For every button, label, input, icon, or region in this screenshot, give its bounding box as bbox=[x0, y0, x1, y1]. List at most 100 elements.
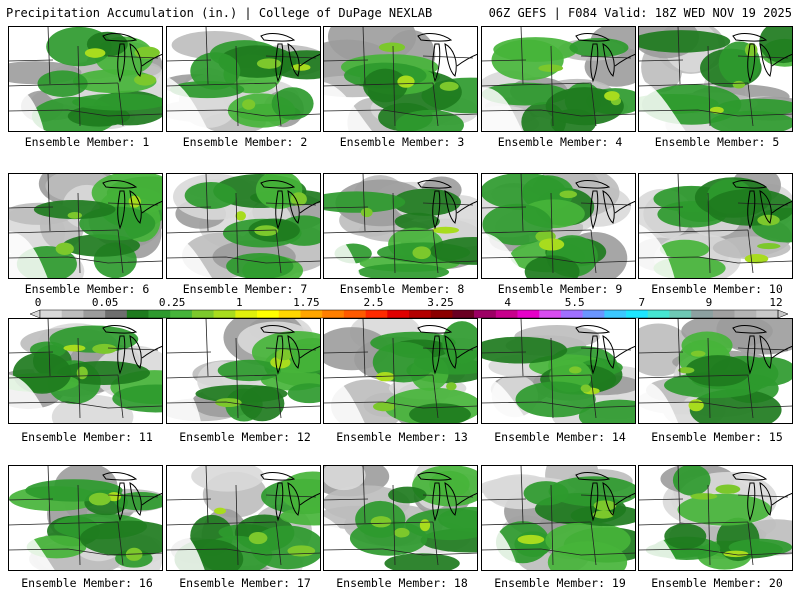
ensemble-member-panel: Ensemble Member: 16 bbox=[8, 465, 163, 592]
colorbar-segment bbox=[452, 310, 475, 318]
ensemble-member-panel: Ensemble Member: 4 bbox=[481, 26, 636, 151]
precip-map bbox=[8, 318, 163, 424]
colorbar-segment bbox=[712, 310, 735, 318]
ensemble-member-panel: Ensemble Member: 17 bbox=[166, 465, 321, 592]
member-caption: Ensemble Member: 11 bbox=[21, 430, 153, 444]
colorbar-segment bbox=[539, 310, 562, 318]
colorbar-tick-label: 2.5 bbox=[363, 296, 384, 309]
colorbar-tick-label: 7 bbox=[638, 296, 646, 309]
member-caption: Ensemble Member: 7 bbox=[182, 282, 308, 296]
ensemble-member-panel: Ensemble Member: 11 bbox=[8, 318, 163, 446]
colorbar-tick-label: 3.25 bbox=[427, 296, 454, 309]
precip-map bbox=[166, 173, 321, 279]
colorbar-segment bbox=[191, 310, 214, 318]
colorbar-segment bbox=[61, 310, 84, 318]
precip-map bbox=[481, 465, 636, 571]
member-caption: Ensemble Member: 19 bbox=[494, 576, 626, 590]
precip-map bbox=[8, 26, 163, 132]
precip-map bbox=[481, 173, 636, 279]
precip-map bbox=[638, 173, 793, 279]
member-caption: Ensemble Member: 5 bbox=[654, 135, 780, 149]
ensemble-member-panel: Ensemble Member: 9 bbox=[481, 173, 636, 298]
precip-map bbox=[323, 465, 478, 571]
colorbar-segment bbox=[235, 310, 258, 318]
colorbar-segment bbox=[257, 310, 280, 318]
colorbar-tick-label: 4 bbox=[504, 296, 511, 309]
precip-map bbox=[166, 26, 321, 132]
colorbar-segment bbox=[691, 310, 714, 318]
precip-colorbar: 0 0.05 0.25 1 1.75 2.5 3.25 4 5.5 7 9 12 bbox=[29, 296, 790, 324]
colorbar-segment bbox=[430, 310, 453, 318]
model-run-valid-time: 06Z GEFS | F084 Valid: 18Z WED NOV 19 20… bbox=[488, 6, 792, 20]
colorbar-segment bbox=[669, 310, 692, 318]
ensemble-member-panel: Ensemble Member: 13 bbox=[323, 318, 478, 446]
ensemble-member-panel: Ensemble Member: 6 bbox=[8, 173, 163, 298]
member-caption: Ensemble Member: 9 bbox=[497, 282, 623, 296]
colorbar-segment bbox=[365, 310, 388, 318]
colorbar-max-arrow bbox=[777, 309, 789, 319]
member-caption: Ensemble Member: 2 bbox=[182, 135, 308, 149]
colorbar-segment bbox=[83, 310, 106, 318]
member-caption: Ensemble Member: 20 bbox=[651, 576, 783, 590]
colorbar-segment bbox=[756, 310, 779, 318]
colorbar-segment bbox=[387, 310, 410, 318]
colorbar-segment bbox=[343, 310, 366, 318]
colorbar-segment bbox=[148, 310, 171, 318]
member-caption: Ensemble Member: 14 bbox=[494, 430, 626, 444]
colorbar-min-arrow bbox=[29, 309, 41, 319]
ensemble-member-panel: Ensemble Member: 2 bbox=[166, 26, 321, 151]
precip-map bbox=[166, 318, 321, 424]
colorbar-segment bbox=[409, 310, 432, 318]
colorbar-segment bbox=[213, 310, 236, 318]
colorbar-tick-label: 12 bbox=[769, 296, 783, 309]
colorbar-segment bbox=[278, 310, 301, 318]
member-caption: Ensemble Member: 16 bbox=[21, 576, 153, 590]
precip-map bbox=[166, 465, 321, 571]
ensemble-member-panel: Ensemble Member: 5 bbox=[638, 26, 793, 151]
member-caption: Ensemble Member: 6 bbox=[24, 282, 150, 296]
member-caption: Ensemble Member: 12 bbox=[179, 430, 311, 444]
precip-map bbox=[638, 26, 793, 132]
precip-map bbox=[8, 173, 163, 279]
precip-map bbox=[481, 318, 636, 424]
colorbar-segment bbox=[560, 310, 583, 318]
member-caption: Ensemble Member: 18 bbox=[336, 576, 468, 590]
member-caption: Ensemble Member: 10 bbox=[651, 282, 783, 296]
colorbar-segment bbox=[582, 310, 605, 318]
colorbar-segment bbox=[495, 310, 518, 318]
colorbar-segment bbox=[626, 310, 649, 318]
colorbar-tick-label: 5.5 bbox=[564, 296, 585, 309]
colorbar-segment bbox=[105, 310, 128, 318]
precip-map bbox=[323, 26, 478, 132]
colorbar-tick-label: 0 bbox=[34, 296, 42, 309]
ensemble-member-panel: Ensemble Member: 3 bbox=[323, 26, 478, 151]
colorbar-segment bbox=[40, 310, 63, 318]
colorbar-segment bbox=[322, 310, 345, 318]
member-caption: Ensemble Member: 15 bbox=[651, 430, 783, 444]
colorbar-tick-label: 0.05 bbox=[91, 296, 119, 309]
colorbar-tick-label: 1.75 bbox=[293, 296, 320, 309]
colorbar-segment bbox=[126, 310, 149, 318]
colorbar-segment bbox=[517, 310, 540, 318]
header: Precipitation Accumulation (in.) | Colle… bbox=[0, 0, 800, 24]
ensemble-member-panel: Ensemble Member: 18 bbox=[323, 465, 478, 592]
colorbar-segment bbox=[170, 310, 193, 318]
precip-map bbox=[638, 465, 793, 571]
precip-map bbox=[638, 318, 793, 424]
member-caption: Ensemble Member: 13 bbox=[336, 430, 468, 444]
colorbar-graphic bbox=[29, 309, 789, 319]
member-caption: Ensemble Member: 4 bbox=[497, 135, 623, 149]
ensemble-member-panel: Ensemble Member: 12 bbox=[166, 318, 321, 446]
ensemble-member-panel: Ensemble Member: 20 bbox=[638, 465, 793, 592]
member-caption: Ensemble Member: 3 bbox=[339, 135, 465, 149]
ensemble-member-panel: Ensemble Member: 15 bbox=[638, 318, 793, 446]
colorbar-segment bbox=[604, 310, 627, 318]
colorbar-segment bbox=[474, 310, 497, 318]
precip-map bbox=[8, 465, 163, 571]
precip-map bbox=[323, 318, 478, 424]
colorbar-tick-label: 1 bbox=[235, 296, 243, 309]
ensemble-member-panel: Ensemble Member: 14 bbox=[481, 318, 636, 446]
precip-map bbox=[323, 173, 478, 279]
colorbar-tick-label: 9 bbox=[705, 296, 713, 309]
